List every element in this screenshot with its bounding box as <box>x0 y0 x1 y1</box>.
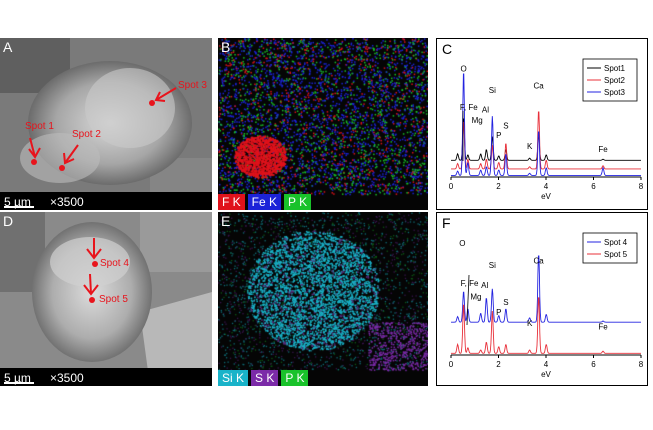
spot-marker-1 <box>28 137 41 165</box>
element-tag-fe: Fe K <box>247 194 282 210</box>
peak-annotation: Si <box>489 261 496 270</box>
scale-line-d <box>4 382 34 384</box>
spot-label-3: Spot 3 <box>178 80 207 91</box>
chart-legend: Spot1 Spot2 Spot3 <box>582 58 638 102</box>
legend-entry: Spot1 <box>604 64 625 73</box>
x-tick-label: 2 <box>496 360 501 369</box>
spot-marker-2 <box>59 144 79 171</box>
peak-annotation: Mg <box>470 292 481 301</box>
element-tag-f: F K <box>218 194 245 210</box>
peak-annotation: S <box>503 121 508 130</box>
scale-bar-d: 5 µm ×3500 <box>0 368 212 386</box>
panel-letter-a: A <box>3 39 13 55</box>
peak-annotation: F, Fe <box>460 103 478 112</box>
peak-annotation: Fe <box>598 322 608 331</box>
spectrum-series-line <box>451 73 641 176</box>
legend-entry: Spot2 <box>604 76 625 85</box>
peak-annotation: Al <box>481 281 488 290</box>
element-tag-si: Si K <box>218 370 249 386</box>
spectrum-series-line <box>451 255 641 323</box>
peak-annotation: S <box>503 298 508 307</box>
x-tick-label: 6 <box>591 182 596 191</box>
peak-annotation: Mg <box>472 116 483 125</box>
panel-letter-f: F <box>442 215 451 231</box>
eds-map-canvas-b <box>218 38 428 210</box>
spectrum-series-line <box>451 111 641 170</box>
x-tick-label: 2 <box>496 182 501 191</box>
legend-entry: Spot3 <box>604 88 625 97</box>
scale-bar-a: 5 µm ×3500 <box>0 192 212 210</box>
element-tag-p-e: P K <box>281 370 309 386</box>
x-tick-label: 4 <box>544 360 549 369</box>
legend-entry: Spot 4 <box>604 238 628 247</box>
eds-map-b: B F K Fe K P K <box>218 38 428 210</box>
panel-letter-d: D <box>3 213 14 229</box>
magnification-d: ×3500 <box>50 371 84 385</box>
spot-marker-4 <box>86 238 102 267</box>
legend-frame <box>582 232 638 264</box>
annotation-arrow <box>466 274 470 326</box>
spot-label-5: Spot 5 <box>99 294 128 305</box>
peak-annotation: Fe <box>598 145 608 154</box>
spectrum-series-line <box>451 118 641 161</box>
peak-annotation: O <box>460 64 466 73</box>
x-tick-label: 8 <box>639 360 644 369</box>
x-tick-label: 8 <box>639 182 644 191</box>
panel-letter-e: E <box>221 213 231 229</box>
peak-annotation: Ca <box>534 82 545 91</box>
sem-image-a: A Spot 3 Spot 1 Spot 2 5 µm ×3500 <box>0 38 212 210</box>
chart-legend: Spot 4 Spot 5 <box>582 232 638 264</box>
spot-label-4: Spot 4 <box>100 258 129 269</box>
spectrum-series-line <box>451 297 641 354</box>
element-tag-p: P K <box>284 194 312 210</box>
eds-map-e: E Si K S K P K <box>218 212 428 386</box>
eds-map-canvas-e <box>218 212 428 386</box>
spot-marker-5 <box>83 273 99 303</box>
sem-texture-d <box>0 212 212 386</box>
x-tick-label: 4 <box>544 182 549 191</box>
x-axis-label: eV <box>541 370 551 379</box>
spot-marker-3 <box>149 87 177 106</box>
peak-annotation: Ca <box>534 257 545 266</box>
panel-letter-b: B <box>221 39 231 55</box>
spectrum-plot-c: C 0 2 4 6 8 eV O F, Fe Mg Al Si P S K Ca Fe Spot1 Spot2 Sp… <box>436 38 648 210</box>
spectrum-plot-f: F 0 2 4 6 8 eV O F, Fe Mg Al Si P S K Ca Fe Spot 4 Spot 5 <box>436 212 648 386</box>
spot-markers-a <box>28 87 177 171</box>
peak-annotation: O <box>459 239 465 248</box>
x-tick-label: 0 <box>449 360 454 369</box>
scale-line-a <box>4 206 34 208</box>
legend-frame <box>582 58 638 102</box>
x-tick-label: 0 <box>449 182 454 191</box>
spot-markers-d <box>83 238 102 303</box>
sem-image-d: D Spot 4 Spot 5 5 µm ×3500 <box>0 212 212 386</box>
peak-annotation: P <box>496 308 501 317</box>
scale-label-a: 5 µm <box>4 195 31 209</box>
element-tag-s: S K <box>251 370 279 386</box>
peak-annotation: F, Fe <box>461 279 479 288</box>
x-tick-label: 6 <box>591 360 596 369</box>
spot-label-2: Spot 2 <box>72 129 101 140</box>
peak-annotation: Al <box>482 105 489 114</box>
element-legend-b: F K Fe K P K <box>218 194 312 210</box>
peak-annotation: K <box>527 319 533 328</box>
magnification-a: ×3500 <box>50 195 84 209</box>
peak-annotation: K <box>527 142 533 151</box>
peak-annotation: Si <box>489 86 496 95</box>
sem-texture-a <box>0 38 212 210</box>
spot-label-1: Spot 1 <box>25 121 54 132</box>
panel-letter-c: C <box>442 41 453 57</box>
peak-annotation: P <box>496 131 501 140</box>
legend-entry: Spot 5 <box>604 250 628 259</box>
element-legend-e: Si K S K P K <box>218 370 309 386</box>
scale-label-d: 5 µm <box>4 371 31 385</box>
x-axis-label: eV <box>541 192 551 201</box>
